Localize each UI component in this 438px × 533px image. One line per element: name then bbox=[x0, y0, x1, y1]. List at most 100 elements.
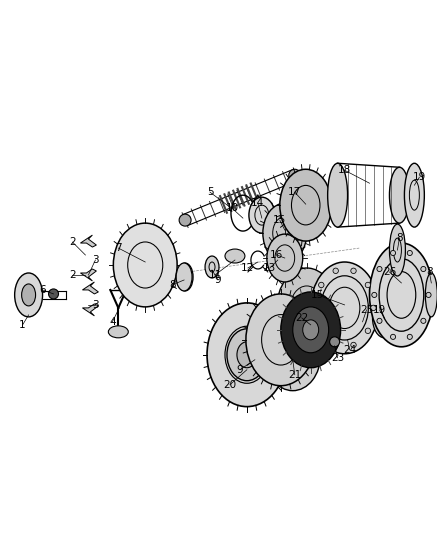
Ellipse shape bbox=[265, 319, 321, 391]
Text: 23: 23 bbox=[331, 353, 344, 363]
Ellipse shape bbox=[108, 326, 128, 338]
Ellipse shape bbox=[378, 308, 390, 328]
Text: 1: 1 bbox=[19, 320, 26, 330]
Text: 25: 25 bbox=[360, 305, 373, 315]
Text: 16: 16 bbox=[270, 250, 283, 260]
Ellipse shape bbox=[113, 223, 177, 307]
Circle shape bbox=[351, 268, 356, 273]
Ellipse shape bbox=[179, 214, 191, 226]
Circle shape bbox=[421, 266, 426, 272]
Circle shape bbox=[365, 282, 371, 288]
Ellipse shape bbox=[321, 276, 368, 340]
Text: 12: 12 bbox=[241, 263, 254, 273]
Ellipse shape bbox=[372, 298, 396, 338]
Text: 15: 15 bbox=[311, 290, 324, 300]
Polygon shape bbox=[81, 269, 96, 281]
Text: 24: 24 bbox=[343, 345, 356, 355]
Text: 3: 3 bbox=[92, 255, 99, 265]
Text: 8: 8 bbox=[169, 280, 176, 290]
Text: 15: 15 bbox=[273, 215, 286, 225]
Ellipse shape bbox=[393, 238, 401, 262]
Ellipse shape bbox=[303, 320, 319, 340]
Ellipse shape bbox=[389, 224, 406, 276]
Ellipse shape bbox=[329, 287, 360, 328]
Text: 11: 11 bbox=[208, 270, 222, 280]
Text: 19: 19 bbox=[373, 305, 386, 315]
Ellipse shape bbox=[225, 249, 245, 263]
Ellipse shape bbox=[205, 256, 219, 278]
Circle shape bbox=[330, 337, 339, 347]
Ellipse shape bbox=[280, 169, 332, 241]
Polygon shape bbox=[82, 304, 99, 316]
Ellipse shape bbox=[289, 169, 301, 181]
Text: 14: 14 bbox=[251, 198, 265, 208]
Ellipse shape bbox=[334, 326, 361, 344]
Text: 9: 9 bbox=[215, 275, 221, 285]
Circle shape bbox=[371, 305, 376, 311]
Circle shape bbox=[421, 318, 426, 324]
Ellipse shape bbox=[341, 331, 355, 339]
Ellipse shape bbox=[357, 316, 367, 334]
Text: 8: 8 bbox=[426, 267, 433, 277]
Ellipse shape bbox=[273, 216, 297, 249]
Circle shape bbox=[407, 251, 412, 255]
Text: 26: 26 bbox=[383, 267, 396, 277]
Ellipse shape bbox=[410, 180, 419, 210]
Text: 8: 8 bbox=[396, 233, 403, 243]
Text: 5: 5 bbox=[207, 187, 213, 197]
Circle shape bbox=[318, 282, 324, 288]
Text: 7: 7 bbox=[115, 243, 122, 253]
Ellipse shape bbox=[267, 234, 303, 282]
Text: 2: 2 bbox=[69, 237, 76, 247]
Ellipse shape bbox=[249, 197, 275, 233]
Circle shape bbox=[49, 289, 59, 299]
Polygon shape bbox=[82, 282, 99, 294]
Ellipse shape bbox=[207, 303, 287, 407]
Ellipse shape bbox=[21, 284, 35, 306]
Ellipse shape bbox=[225, 326, 269, 383]
Ellipse shape bbox=[181, 270, 189, 284]
Ellipse shape bbox=[227, 329, 267, 381]
Text: 19: 19 bbox=[413, 172, 426, 182]
Circle shape bbox=[313, 305, 318, 311]
Ellipse shape bbox=[379, 259, 424, 331]
Text: 9: 9 bbox=[237, 365, 243, 375]
Ellipse shape bbox=[246, 294, 316, 386]
Polygon shape bbox=[81, 235, 96, 247]
Ellipse shape bbox=[328, 163, 348, 227]
Circle shape bbox=[318, 328, 324, 334]
Ellipse shape bbox=[277, 268, 337, 348]
Text: 21: 21 bbox=[288, 370, 301, 379]
Ellipse shape bbox=[177, 263, 193, 291]
Circle shape bbox=[407, 334, 412, 340]
Ellipse shape bbox=[275, 245, 295, 271]
Circle shape bbox=[391, 251, 396, 255]
Ellipse shape bbox=[281, 292, 341, 368]
Ellipse shape bbox=[261, 314, 300, 365]
Text: 18: 18 bbox=[338, 165, 351, 175]
Text: 3: 3 bbox=[92, 300, 99, 310]
Circle shape bbox=[351, 342, 356, 348]
Text: 13: 13 bbox=[263, 263, 276, 273]
Ellipse shape bbox=[370, 243, 433, 347]
Ellipse shape bbox=[237, 342, 257, 368]
Circle shape bbox=[372, 293, 377, 297]
Ellipse shape bbox=[291, 185, 320, 225]
Ellipse shape bbox=[389, 167, 410, 223]
Ellipse shape bbox=[290, 286, 323, 330]
Text: 20: 20 bbox=[223, 379, 237, 390]
Ellipse shape bbox=[209, 262, 215, 272]
Ellipse shape bbox=[387, 272, 416, 318]
Circle shape bbox=[377, 266, 382, 272]
Ellipse shape bbox=[176, 263, 192, 291]
Ellipse shape bbox=[128, 242, 163, 288]
Text: 6: 6 bbox=[39, 285, 46, 295]
Ellipse shape bbox=[278, 336, 308, 374]
Circle shape bbox=[426, 293, 431, 297]
Ellipse shape bbox=[311, 262, 378, 354]
Circle shape bbox=[377, 318, 382, 324]
Text: 4: 4 bbox=[109, 317, 116, 327]
Circle shape bbox=[391, 334, 396, 340]
Circle shape bbox=[365, 328, 371, 334]
Text: 17: 17 bbox=[288, 187, 301, 197]
